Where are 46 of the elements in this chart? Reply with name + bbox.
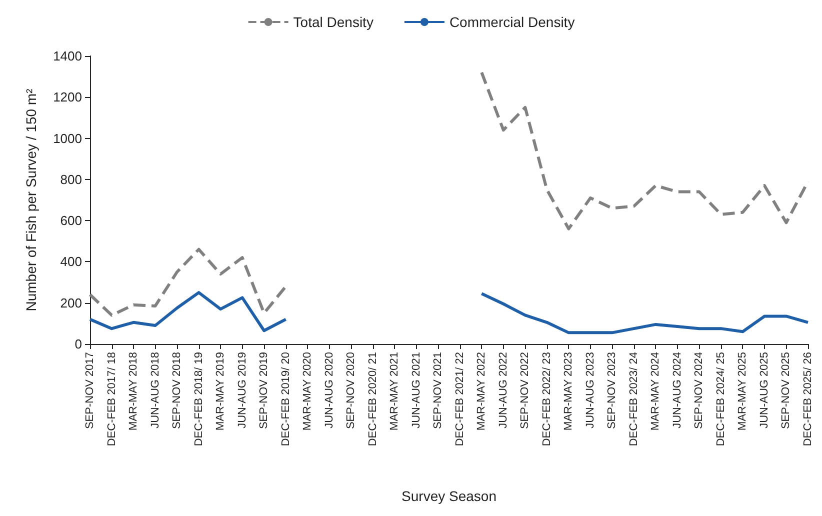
y-tick-label: 1400 xyxy=(53,48,82,64)
x-tick-label: MAR-MAY 2018 xyxy=(128,352,140,430)
x-tick-label: SEP-NOV 2020 xyxy=(345,352,358,430)
x-tick-label: MAR-MAY 2021 xyxy=(388,352,401,430)
y-tick-label: 0 xyxy=(74,336,82,352)
x-tick-label: MAR-MAY 2020 xyxy=(302,352,314,430)
x-tick-label: MAR-MAY 2019 xyxy=(214,352,227,430)
y-tick-label: 1200 xyxy=(53,90,82,105)
x-tick-label: DEC-FEB 2018/ 19 xyxy=(192,352,205,446)
legend-label: Commercial Density xyxy=(449,14,575,30)
x-tick-label: JUN-AUG 2022 xyxy=(497,352,510,428)
y-tick-label: 200 xyxy=(60,295,82,310)
x-tick-label: DEC-FEB 2019/ 20 xyxy=(280,352,292,446)
x-tick-label: MAR-MAY 2022 xyxy=(476,352,488,430)
x-tick-label: JUN-AUG 2020 xyxy=(323,352,336,428)
x-tick-label: DEC-FEB 2023/ 24 xyxy=(628,352,640,446)
x-tick-label: MAR-MAY 2024 xyxy=(650,352,662,430)
x-tick-label: MAR-MAY 2023 xyxy=(562,352,575,430)
x-tick-label: SEP-NOV 2022 xyxy=(519,352,532,430)
x-tick-label: SEP-NOV 2018 xyxy=(171,352,184,430)
x-tick-label: DEC-FEB 2025/ 26 xyxy=(802,352,814,446)
x-tick-label: JUN-AUG 2024 xyxy=(671,352,684,428)
x-tick-label: JUN-AUG 2018 xyxy=(149,352,162,428)
x-axis-title: Survey Season xyxy=(402,488,496,504)
x-tick-label: DEC-FEB 2020/ 21 xyxy=(366,352,379,446)
legend-label: Total Density xyxy=(293,14,374,30)
x-tick-label: JUN-AUG 2023 xyxy=(584,352,596,428)
y-tick-label: 800 xyxy=(60,172,82,187)
x-tick-label: MAR-MAY 2025 xyxy=(736,352,749,430)
y-tick-label: 1000 xyxy=(53,130,82,146)
x-tick-label: SEP-NOV 2025 xyxy=(780,352,792,430)
x-tick-label: SEP-NOV 2024 xyxy=(693,352,706,430)
x-tick-label: JUN-AUG 2025 xyxy=(758,352,770,428)
x-tick-label: SEP-NOV 2017 xyxy=(84,352,96,430)
y-tick-label: 400 xyxy=(60,254,82,270)
y-tick-label: 600 xyxy=(60,213,82,228)
x-tick-label: SEP-NOV 2019 xyxy=(258,352,270,430)
x-tick-label: SEP-NOV 2023 xyxy=(606,352,618,430)
x-tick-label: DEC-FEB 2024/ 25 xyxy=(714,352,727,446)
x-tick-label: DEC-FEB 2017/ 18 xyxy=(106,352,118,446)
y-axis-title: Number of Fish per Survey / 150 m² xyxy=(23,88,39,312)
x-tick-label: SEP-NOV 2021 xyxy=(432,352,444,430)
x-tick-label: DEC-FEB 2022/ 23 xyxy=(540,352,553,446)
x-tick-label: JUN-AUG 2019 xyxy=(236,352,248,428)
x-tick-label: JUN-AUG 2021 xyxy=(410,352,422,428)
x-tick-label: DEC-FEB 2021/ 22 xyxy=(454,352,466,446)
